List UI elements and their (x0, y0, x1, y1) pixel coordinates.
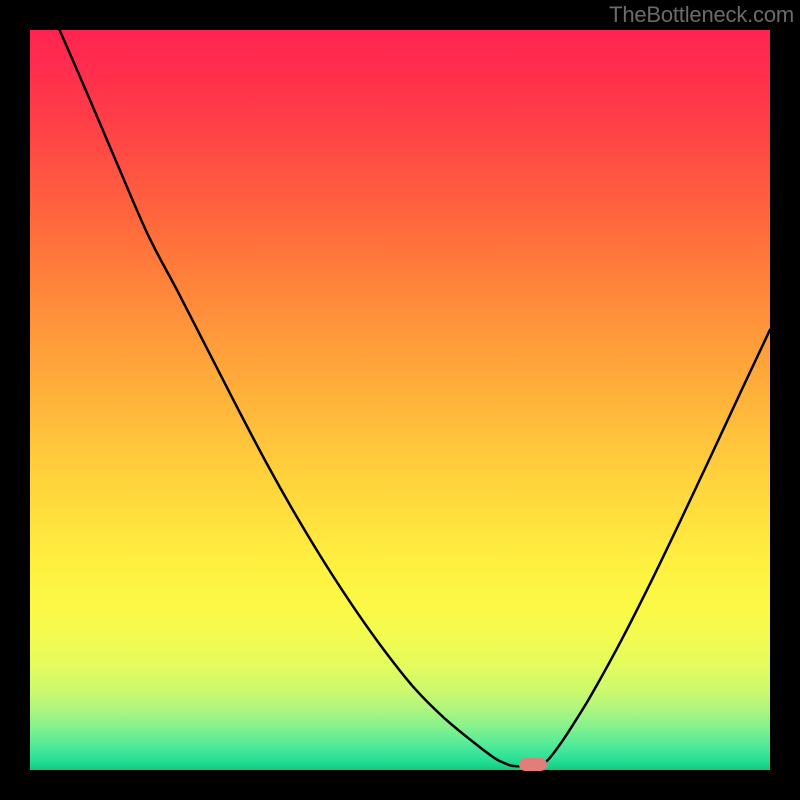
bottleneck-curve-svg (30, 30, 770, 770)
chart-frame: TheBottleneck.com (0, 0, 800, 800)
bottleneck-curve (60, 30, 770, 766)
optimal-point-marker (519, 758, 547, 771)
watermark-label: TheBottleneck.com (609, 2, 794, 28)
plot-area (30, 30, 770, 770)
